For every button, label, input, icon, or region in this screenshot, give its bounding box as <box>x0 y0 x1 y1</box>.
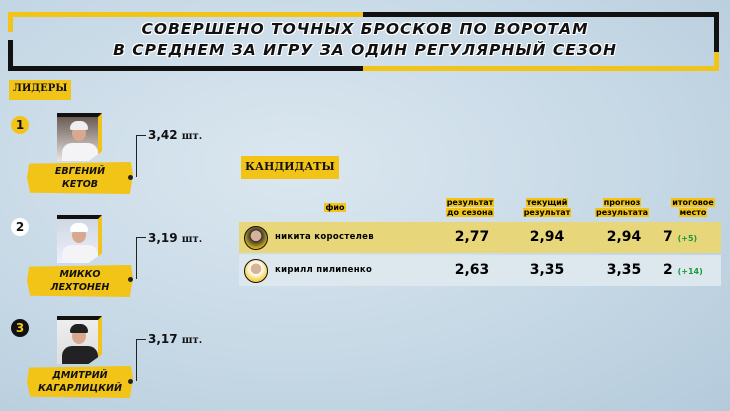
cell-before: 2,63 <box>454 262 490 278</box>
candidate-name: Никита Коростелев <box>275 232 374 242</box>
table-row: Никита Коростелев 2,77 2,94 2,94 7 (+5) <box>239 222 721 253</box>
cell-place: 7 (+5) <box>663 229 698 245</box>
header-forecast: прогноз результата <box>594 198 649 217</box>
rank-badge: 1 <box>11 116 29 134</box>
cell-before: 2,77 <box>454 229 490 245</box>
cell-current: 3,35 <box>529 262 565 278</box>
header-current: текущий результат <box>522 198 572 217</box>
candidates-label: Кандидаты <box>241 156 339 179</box>
title-frame <box>8 12 719 71</box>
rank-badge: 2 <box>11 218 29 236</box>
page-title: Совершено точных бросков по воротам в ср… <box>113 20 617 59</box>
candidate-name: Кирилл Пилипенко <box>275 265 373 275</box>
cell-current: 2,94 <box>529 229 565 245</box>
player-photo <box>57 215 102 263</box>
table-row: Кирилл Пилипенко 2,63 3,35 3,35 2 (+14) <box>239 255 721 286</box>
player-name: Дмитрий Кагарлицкий <box>27 366 133 398</box>
header-name: ФИО <box>324 203 346 212</box>
player-photo <box>57 113 102 161</box>
cell-place: 2 (+14) <box>663 262 703 278</box>
header-before: результат до сезона <box>445 198 495 217</box>
cell-forecast: 3,35 <box>606 262 642 278</box>
avatar <box>244 259 268 283</box>
leader-value: 3,19 шт. <box>148 231 203 245</box>
player-photo <box>57 316 102 364</box>
leader-value: 3,42 шт. <box>148 128 203 142</box>
header-place: итоговое место <box>671 198 715 217</box>
leader-value: 3,17 шт. <box>148 332 203 346</box>
rank-badge: 3 <box>11 319 29 337</box>
cell-forecast: 2,94 <box>606 229 642 245</box>
avatar <box>244 226 268 250</box>
leaders-label: Лидеры <box>9 80 72 100</box>
player-name: Евгений Кетов <box>27 162 133 194</box>
player-name: Микко Лехтонен <box>27 265 133 297</box>
